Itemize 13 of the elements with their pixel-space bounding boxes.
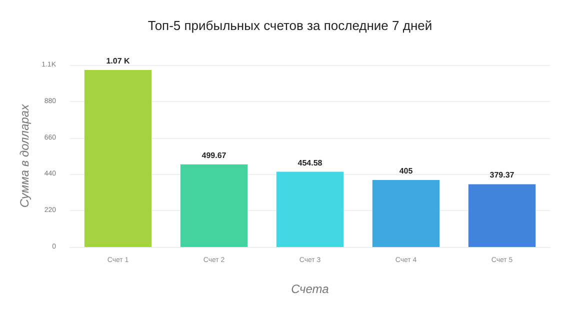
data-label: 1.07 K (106, 56, 130, 66)
data-label: 405 (399, 166, 414, 176)
chart-title: Топ-5 прибыльных счетов за последние 7 дней (148, 18, 432, 33)
y-axis-title: Сумма в долларах (18, 103, 32, 208)
x-axis-title: Счета (291, 282, 330, 296)
data-label: 499.67 (202, 150, 227, 160)
bar (180, 164, 248, 247)
data-label: 379.37 (490, 170, 515, 180)
data-label: 454.58 (298, 158, 323, 168)
bar (468, 184, 536, 247)
bar (372, 180, 440, 247)
bar (84, 70, 152, 247)
bar (276, 172, 344, 247)
